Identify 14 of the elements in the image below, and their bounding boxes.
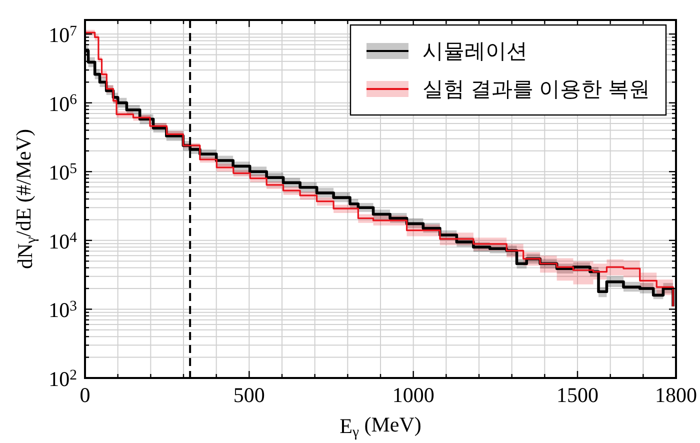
y-tick-label: 10$^{7}$ [48,23,77,48]
x-tick-label: 1500 [556,383,598,407]
x-tick-label: 500 [233,383,265,407]
y-tick-label: 10$^{6}$ [48,92,77,116]
x-tick-label: 1000 [392,383,434,407]
legend-label: 실험 결과를 이용한 복원 [422,78,650,101]
legend-label: 시뮬레이션 [422,40,528,63]
y-tick-label: 10$^{2}$ [48,367,77,391]
x-tick-label: 1800 [655,383,697,407]
y-tick-label: 10$^{4}$ [48,229,78,254]
y-tick-label: 10$^{3}$ [48,298,77,322]
x-axis-title: E$_{γ}$ (MeV) [340,412,422,441]
y-tick-label: 10$^{5}$ [48,160,77,185]
x-tick-label: 0 [80,383,90,407]
